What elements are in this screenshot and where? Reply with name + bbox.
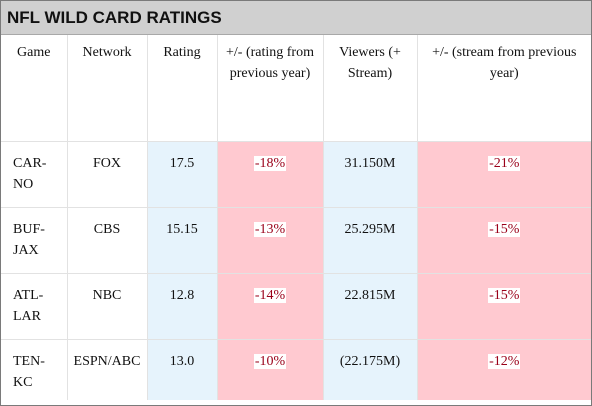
- page-title: NFL WILD CARD RATINGS: [1, 1, 591, 35]
- cell-stream-change: -15%: [417, 207, 591, 274]
- cell-network: FOX: [67, 141, 148, 208]
- header-rating: Rating: [147, 35, 218, 142]
- table-row: CAR-NO FOX 17.5 -18% 31.150M -21%: [1, 141, 591, 208]
- cell-viewers: 25.295M: [323, 207, 418, 274]
- table-row: TEN-KC ESPN/ABC 13.0 -10% (22.175M) -12%: [1, 339, 591, 400]
- header-stream-change: +/- (stream from previous year): [417, 35, 591, 142]
- cell-game: CAR-NO: [1, 141, 68, 208]
- cell-stream-change: -15%: [417, 273, 591, 340]
- table-row: ATL-LAR NBC 12.8 -14% 22.815M -15%: [1, 273, 591, 340]
- cell-stream-change: -21%: [417, 141, 591, 208]
- cell-network: CBS: [67, 207, 148, 274]
- cell-network: ESPN/ABC: [67, 339, 148, 400]
- cell-rating: 13.0: [147, 339, 218, 400]
- cell-viewers: 31.150M: [323, 141, 418, 208]
- cell-rating: 17.5: [147, 141, 218, 208]
- table-row: BUF-JAX CBS 15.15 -13% 25.295M -15%: [1, 207, 591, 274]
- header-game: Game: [1, 35, 68, 142]
- header-network: Network: [67, 35, 148, 142]
- header-row: Game Network Rating +/- (rating from pre…: [1, 35, 591, 142]
- cell-rating-change: -10%: [217, 339, 324, 400]
- cell-rating-change: -13%: [217, 207, 324, 274]
- header-rating-change: +/- (rating from previous year): [217, 35, 324, 142]
- header-viewers: Viewers (+ Stream): [323, 35, 418, 142]
- cell-stream-change: -12%: [417, 339, 591, 400]
- cell-rating: 15.15: [147, 207, 218, 274]
- cell-game: BUF-JAX: [1, 207, 68, 274]
- cell-network: NBC: [67, 273, 148, 340]
- cell-game: ATL-LAR: [1, 273, 68, 340]
- cell-viewers: (22.175M): [323, 339, 418, 400]
- ratings-table: Game Network Rating +/- (rating from pre…: [1, 35, 591, 400]
- cell-rating: 12.8: [147, 273, 218, 340]
- cell-rating-change: -14%: [217, 273, 324, 340]
- cell-game: TEN-KC: [1, 339, 68, 400]
- cell-viewers: 22.815M: [323, 273, 418, 340]
- cell-rating-change: -18%: [217, 141, 324, 208]
